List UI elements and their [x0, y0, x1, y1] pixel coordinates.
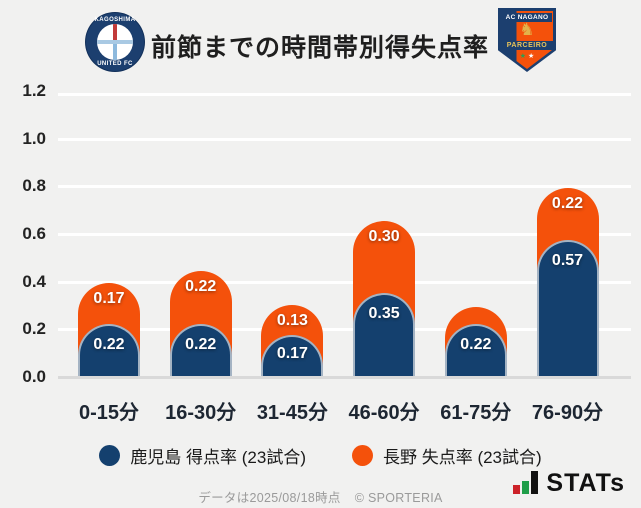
plot-area: 0.17 0.22 0.22 0.22 0.13 0.17 0.30 0.35 0.22 0.22… — [58, 93, 631, 379]
stats-logo-bar-icon — [531, 471, 539, 494]
x-tick-label: 61-75分 — [440, 402, 512, 424]
kagoshima-value-label: 0.57 — [551, 252, 584, 270]
legend: 鹿児島 得点率 (23試合) 長野 失点率 (23試合) — [0, 443, 641, 468]
stats-logo-bar-icon — [513, 485, 521, 494]
y-tick-label: 1.2 — [22, 81, 46, 100]
stacked-bar-76-90分: 0.22 0.57 — [536, 93, 599, 379]
y-tick-label: 0.2 — [22, 319, 46, 339]
legend-label-kagoshima: 鹿児島 得点率 (23試合) — [130, 448, 306, 467]
x-axis-baseline — [58, 376, 631, 379]
stacked-bar-61-75分: 0.22 — [444, 93, 507, 379]
ac-nagano-parceiro-badge-icon: AC NAGANO ♞ PARCEIRO ★ ★ — [498, 8, 556, 72]
nagano-badge-top-text: AC NAGANO — [502, 13, 552, 22]
legend-item-nagano: 長野 失点率 (23試合) — [352, 443, 542, 468]
kagoshima-scored-segment: 0.22 — [169, 323, 232, 376]
kagoshima-scored-segment: 0.57 — [536, 240, 599, 376]
kagoshima-united-badge-icon: KAGOSHIMA UNITED FC — [86, 13, 144, 71]
nagano-value-label: 0.17 — [93, 290, 125, 308]
stats-logo: STATs — [505, 469, 625, 497]
gridline — [58, 137, 631, 141]
gridline — [58, 280, 631, 284]
kagoshima-badge-bottom-text: UNITED FC — [97, 61, 133, 67]
y-tick-label: 0.4 — [22, 271, 46, 291]
nagano-badge-band-text: PARCEIRO — [498, 41, 556, 50]
data-date-text: データは2025/08/18時点 — [198, 491, 341, 505]
legend-label-nagano: 長野 失点率 (23試合) — [383, 448, 542, 467]
kagoshima-legend-dot-icon — [99, 445, 121, 466]
kagoshima-value-label: 0.22 — [185, 335, 217, 353]
kagoshima-value-label: 0.22 — [460, 335, 492, 353]
gridline — [58, 185, 631, 189]
nagano-value-label: 0.22 — [551, 194, 584, 212]
y-axis: 0.0 0.2 0.4 0.6 0.8 1.0 1.2 — [0, 81, 48, 386]
kagoshima-scored-segment: 0.22 — [78, 323, 140, 376]
x-tick-label: 16-30分 — [165, 402, 237, 424]
stacked-bar-16-30分: 0.22 0.22 — [169, 93, 232, 379]
x-tick-label: 76-90分 — [531, 402, 604, 424]
nagano-badge-stars-icon: ★ ★ — [519, 53, 535, 60]
x-axis: 0-15分 16-30分 31-45分 46-60分 61-75分 76-90分 — [58, 396, 631, 426]
y-tick-label: 0.0 — [22, 367, 46, 386]
legend-item-kagoshima: 鹿児島 得点率 (23試合) — [99, 443, 306, 468]
stacked-bar-0-15分: 0.17 0.22 — [78, 93, 140, 379]
nagano-lion-icon: ♞ — [519, 20, 535, 39]
x-tick-label: 31-45分 — [256, 402, 328, 424]
nagano-value-label: 0.30 — [368, 228, 400, 246]
kagoshima-badge-top-text: KAGOSHIMA — [94, 17, 136, 23]
kagoshima-scored-segment: 0.22 — [444, 323, 507, 376]
stats-logo-bar-icon — [522, 481, 530, 494]
x-tick-label: 46-60分 — [348, 402, 420, 424]
copyright-text: © SPORTERIA — [354, 491, 443, 505]
kagoshima-value-label: 0.22 — [93, 335, 125, 353]
gridline — [58, 328, 631, 332]
y-tick-label: 0.8 — [22, 176, 46, 196]
kagoshima-value-label: 0.17 — [276, 345, 308, 363]
data-source-note: データは2025/08/18時点 © SPORTERIA — [0, 487, 641, 506]
stacked-bar-46-60分: 0.30 0.35 — [353, 93, 416, 379]
nagano-value-label: 0.22 — [185, 278, 217, 296]
stats-logo-text: STATs — [546, 469, 625, 497]
x-tick-label: 0-15分 — [78, 402, 140, 424]
y-tick-label: 1.0 — [22, 128, 46, 148]
kagoshima-badge-cross — [97, 24, 133, 60]
kagoshima-value-label: 0.35 — [368, 304, 400, 322]
page-title: 前節までの時間帯別得失点率 — [150, 34, 489, 62]
nagano-legend-dot-icon — [352, 445, 373, 466]
gridline — [58, 93, 631, 96]
stacked-bar-31-45分: 0.13 0.17 — [261, 93, 324, 379]
gridline — [58, 233, 631, 236]
kagoshima-scored-segment: 0.35 — [353, 292, 416, 376]
y-tick-label: 0.6 — [22, 224, 46, 243]
nagano-value-label: 0.13 — [276, 311, 308, 329]
